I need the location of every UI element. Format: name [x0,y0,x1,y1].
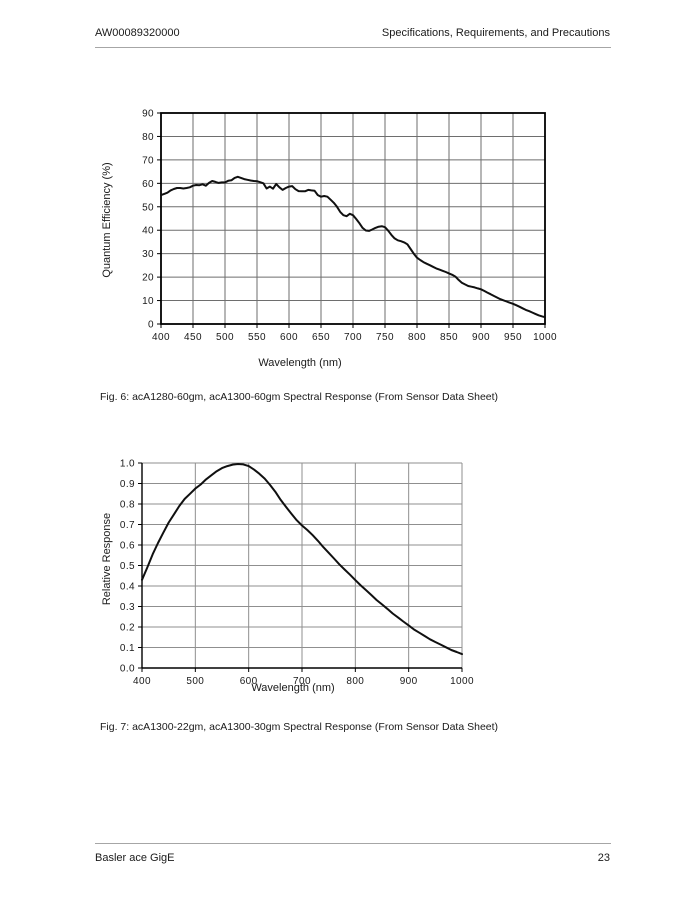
y-tick-label: 0 [148,320,154,331]
x-tick-label: 800 [346,676,364,687]
x-tick-label: 500 [186,676,204,687]
y-tick-label: 10 [142,296,154,307]
page-number: 23 [597,852,610,864]
y-tick-label: 70 [142,155,154,166]
page-header: AW00089320000 Specifications, Requiremen… [95,27,610,39]
x-tick-label: 900 [472,332,490,343]
y-tick-label: 0.2 [120,623,135,634]
y-tick-label: 0.9 [120,479,135,490]
spectral-response-curve [141,463,463,656]
y-tick-label: 0.0 [120,664,135,675]
fig6-x-axis-label: Wavelength (nm) [258,357,342,369]
header-rule [95,47,611,48]
y-tick-label: 0.1 [120,643,135,654]
footer-product: Basler ace GigE [95,852,175,864]
doc-number: AW00089320000 [95,27,180,39]
x-tick-label: 450 [184,332,202,343]
footer-rule [95,843,611,844]
x-tick-label: 400 [133,676,151,687]
fig7-x-axis-label: Wavelength (nm) [251,682,335,694]
x-tick-label: 1000 [533,332,557,343]
fig6-qe-chart: 400 450 500 550 600 650 700 750 800 850 900 950 1000… [142,109,557,344]
y-tick-label: 1.0 [120,459,135,470]
header-section-title: Specifications, Requirements, and Precau… [381,27,610,39]
y-tick-label: 0.8 [120,500,135,511]
y-tick-label: 0.5 [120,561,135,572]
x-tick-label: 800 [408,332,426,343]
fig6-caption: Fig. 6: acA1280-60gm, acA1300-60gm Spect… [100,391,499,403]
fig7-caption: Fig. 7: acA1300-22gm, acA1300-30gm Spect… [100,721,499,733]
y-tick-label: 20 [142,273,154,284]
y-tick-label: 60 [142,179,154,190]
x-tick-label: 600 [280,332,298,343]
x-tick-label: 700 [293,676,311,687]
x-tick-label: 900 [400,676,418,687]
page-footer: Basler ace GigE 23 [95,852,610,864]
spectral-response-curve [160,175,546,319]
y-tick-label: 30 [142,249,154,260]
y-tick-label: 0.3 [120,602,135,613]
y-tick-label: 80 [142,132,154,143]
y-tick-label: 50 [142,202,154,213]
fig7-response-chart: 400 500 600 700 800 900 1000 0.0 0.1 0.2 0.3 0.4 0.5… [120,459,474,688]
x-tick-label: 500 [216,332,234,343]
x-tick-label: 550 [248,332,266,343]
x-tick-label: 650 [312,332,330,343]
x-tick-label: 400 [152,332,170,343]
x-tick-label: 1000 [450,676,474,687]
x-tick-label: 950 [504,332,522,343]
y-tick-label: 40 [142,226,154,237]
x-tick-label: 750 [376,332,394,343]
x-tick-label: 600 [240,676,258,687]
y-tick-label: 90 [142,109,154,120]
y-tick-label: 0.4 [120,582,135,593]
y-tick-label: 0.6 [120,541,135,552]
x-tick-label: 850 [440,332,458,343]
y-tick-label: 0.7 [120,520,135,531]
x-tick-label: 700 [344,332,362,343]
